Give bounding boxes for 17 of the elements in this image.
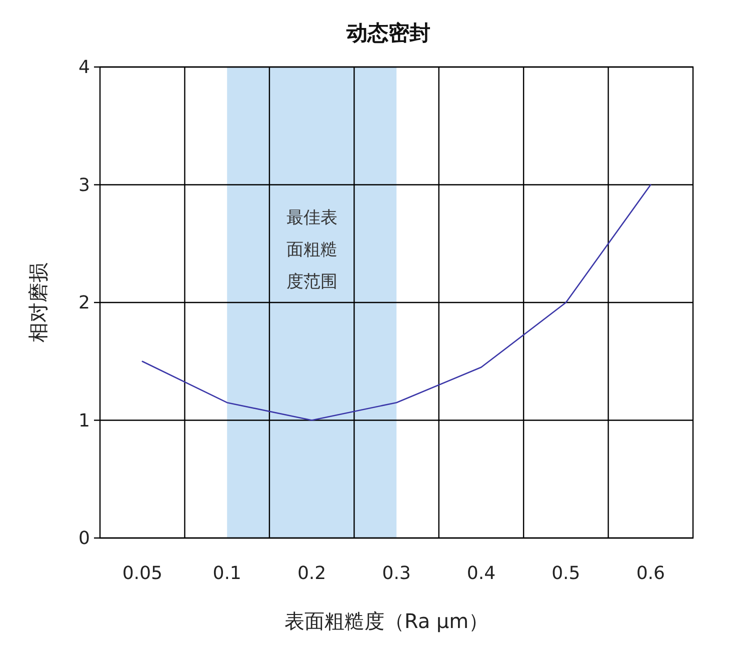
- y-tick-label: 1: [78, 410, 90, 432]
- chart-title: 动态密封: [346, 21, 430, 45]
- y-tick-label: 4: [78, 57, 90, 78]
- x-tick-label: 0.3: [382, 563, 411, 584]
- x-axis-title: 表面粗糙度（Ra μm）: [284, 609, 489, 633]
- x-tick-label: 0.5: [552, 563, 580, 584]
- x-tick-label: 0.4: [466, 563, 496, 584]
- x-tick-label: 0.2: [297, 563, 326, 584]
- band: 最佳表面粗糙度范围: [227, 67, 396, 538]
- x-tick-label: 0.1: [212, 563, 242, 584]
- x-tick-label: 0.6: [636, 563, 665, 584]
- y-tick-label: 2: [78, 292, 90, 314]
- y-tick-label: 3: [78, 174, 90, 196]
- x-tick-label: 0.05: [122, 563, 162, 584]
- y-axis-title: 相对磨损: [26, 262, 50, 342]
- band-label: 最佳表面粗糙度范围: [286, 208, 338, 292]
- y-tick-label: 0: [78, 528, 90, 549]
